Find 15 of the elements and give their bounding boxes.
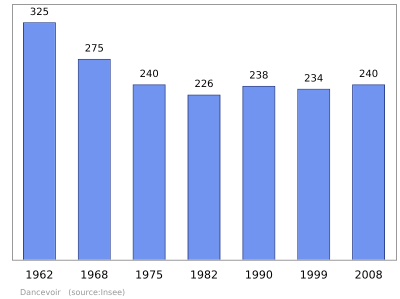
x-tick-label: 2008: [354, 268, 383, 282]
text: Dancevoir (source:Insee): [20, 288, 126, 298]
data-label: 234: [304, 73, 324, 84]
x-tick-label: 1962: [25, 268, 54, 282]
data-label: 240: [359, 68, 378, 80]
data-label: 238: [249, 70, 268, 82]
data-label: 325: [30, 6, 49, 18]
x-tick-label: 1990: [244, 268, 273, 282]
data-label: 226: [194, 79, 214, 90]
x-tick-label: 1999: [300, 268, 328, 282]
data-label: 240: [140, 68, 159, 80]
x-tick-label: 1975: [135, 268, 164, 282]
data-label: 275: [84, 43, 104, 54]
x-tick-label: 1968: [80, 268, 108, 282]
x-tick-label: 1982: [190, 268, 218, 282]
